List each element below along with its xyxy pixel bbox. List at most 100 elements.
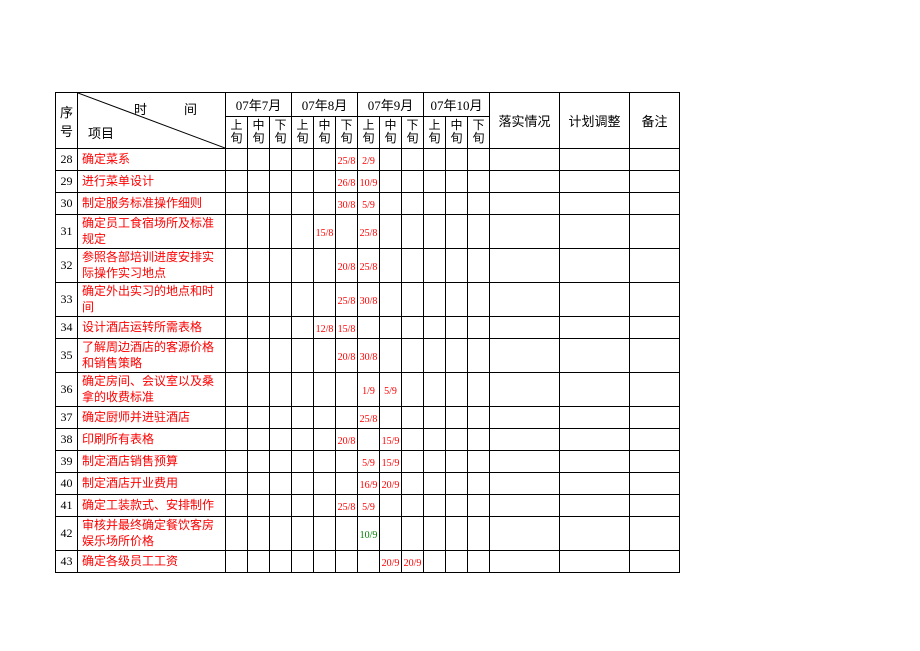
date-cell — [248, 283, 270, 317]
date-cell — [270, 473, 292, 495]
table-row: 31确定员工食宿场所及标准规定15/825/8 — [56, 215, 680, 249]
ls-cell — [490, 517, 560, 551]
date-value: 2/9 — [362, 156, 375, 167]
date-cell — [336, 373, 358, 407]
ls-cell — [490, 407, 560, 429]
date-cell — [336, 473, 358, 495]
date-cell: 26/8 — [336, 171, 358, 193]
date-cell: 25/8 — [358, 407, 380, 429]
date-cell — [292, 551, 314, 573]
date-cell — [358, 551, 380, 573]
jh-cell — [560, 339, 630, 373]
date-cell — [248, 149, 270, 171]
row-project: 确定菜系 — [78, 149, 226, 171]
date-cell: 20/8 — [336, 339, 358, 373]
ls-cell — [490, 149, 560, 171]
xun-header: 中旬 — [446, 116, 468, 148]
date-cell — [468, 283, 490, 317]
date-cell — [424, 171, 446, 193]
ls-cell — [490, 495, 560, 517]
bz-cell — [630, 339, 680, 373]
bz-cell — [630, 451, 680, 473]
date-cell — [292, 283, 314, 317]
date-cell — [248, 517, 270, 551]
bz-cell — [630, 551, 680, 573]
date-cell — [402, 215, 424, 249]
date-cell — [468, 149, 490, 171]
date-cell: 5/9 — [358, 451, 380, 473]
date-cell: 5/9 — [358, 193, 380, 215]
date-cell — [248, 473, 270, 495]
date-cell — [248, 407, 270, 429]
xun-header: 中旬 — [248, 116, 270, 148]
date-cell — [446, 551, 468, 573]
date-cell — [292, 451, 314, 473]
date-value: 5/9 — [362, 458, 375, 469]
date-cell — [292, 215, 314, 249]
col-diag: 时 间 项目 — [78, 93, 226, 149]
date-cell: 10/9 — [358, 171, 380, 193]
month-2: 07年9月 — [358, 93, 424, 117]
date-cell — [270, 451, 292, 473]
date-cell — [292, 193, 314, 215]
date-cell — [226, 429, 248, 451]
date-cell — [336, 551, 358, 573]
date-cell — [270, 339, 292, 373]
month-1: 07年8月 — [292, 93, 358, 117]
date-cell: 25/8 — [336, 149, 358, 171]
date-value: 20/8 — [338, 436, 356, 447]
date-cell — [402, 373, 424, 407]
xun-header: 上旬 — [424, 116, 446, 148]
row-project: 确定员工食宿场所及标准规定 — [78, 215, 226, 249]
date-value: 30/8 — [360, 352, 378, 363]
date-cell — [446, 373, 468, 407]
date-cell — [468, 193, 490, 215]
date-cell — [468, 373, 490, 407]
date-cell — [292, 249, 314, 283]
ls-cell — [490, 473, 560, 495]
date-cell — [424, 473, 446, 495]
row-seq: 42 — [56, 517, 78, 551]
row-project: 制定酒店销售预算 — [78, 451, 226, 473]
date-cell — [446, 451, 468, 473]
row-seq: 41 — [56, 495, 78, 517]
date-cell: 30/8 — [358, 339, 380, 373]
date-cell: 25/8 — [358, 249, 380, 283]
date-cell — [424, 451, 446, 473]
date-cell: 15/8 — [314, 215, 336, 249]
xun-header: 下旬 — [468, 116, 490, 148]
row-project: 确定各级员工工资 — [78, 551, 226, 573]
date-cell — [446, 473, 468, 495]
date-cell — [248, 249, 270, 283]
jh-cell — [560, 407, 630, 429]
date-cell — [336, 517, 358, 551]
date-value: 5/9 — [362, 502, 375, 513]
date-cell — [424, 517, 446, 551]
date-cell — [358, 317, 380, 339]
date-value: 26/8 — [338, 178, 356, 189]
row-project: 确定外出实习的地点和时间 — [78, 283, 226, 317]
date-cell — [270, 495, 292, 517]
date-cell — [226, 193, 248, 215]
date-cell — [468, 171, 490, 193]
date-cell — [380, 317, 402, 339]
date-cell — [380, 283, 402, 317]
date-cell — [270, 429, 292, 451]
date-value: 25/8 — [360, 414, 378, 425]
date-cell — [402, 451, 424, 473]
date-cell — [292, 339, 314, 373]
row-seq: 28 — [56, 149, 78, 171]
date-cell — [402, 149, 424, 171]
date-cell — [446, 407, 468, 429]
date-cell: 25/8 — [358, 215, 380, 249]
date-cell — [226, 317, 248, 339]
date-cell — [380, 249, 402, 283]
date-cell — [292, 429, 314, 451]
date-cell — [292, 149, 314, 171]
date-cell — [402, 495, 424, 517]
date-cell — [402, 429, 424, 451]
jh-cell — [560, 495, 630, 517]
jh-cell — [560, 171, 630, 193]
table-row: 28确定菜系 25/8 2/9 — [56, 149, 680, 171]
ls-cell — [490, 249, 560, 283]
